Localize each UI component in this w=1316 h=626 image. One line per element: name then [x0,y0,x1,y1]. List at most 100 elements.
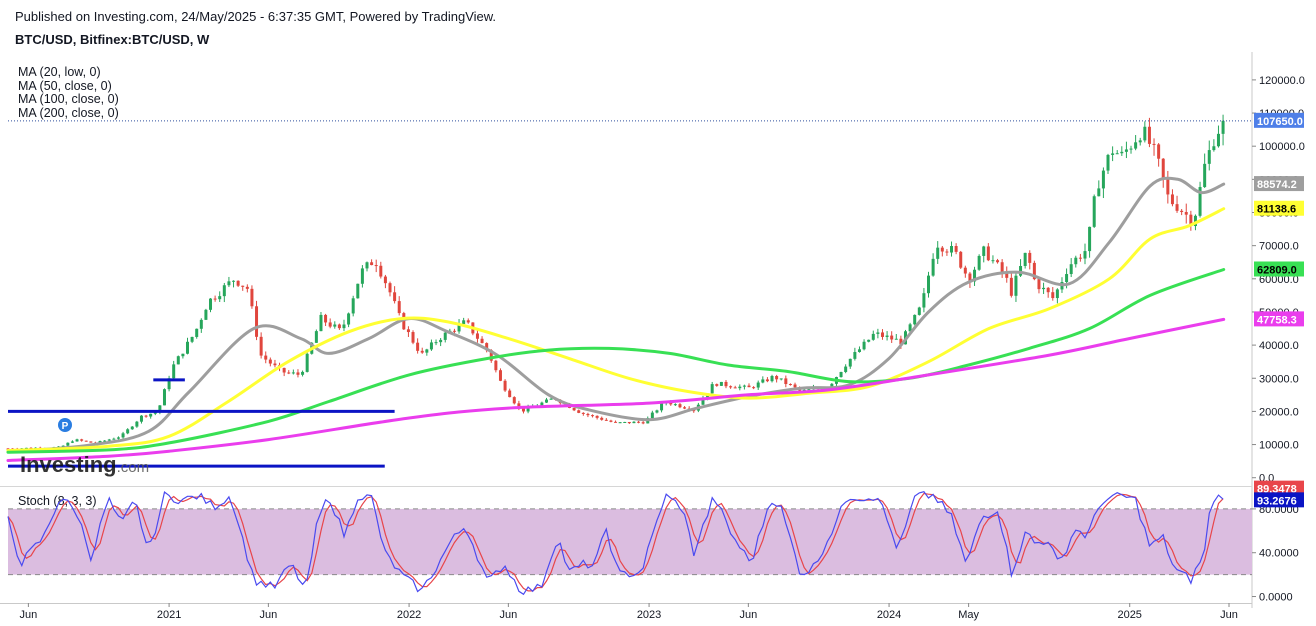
candle-body [1101,170,1105,189]
candle-body [581,412,585,414]
candle-body [342,324,346,329]
candle-body [1005,272,1009,278]
candle-body [526,406,530,412]
candle-body [1180,210,1184,213]
candle-body [1000,262,1004,273]
candle-body [1088,226,1092,252]
candle-body [176,356,180,365]
candle-body [360,268,364,284]
candle-body [259,336,263,356]
candle-body [24,447,28,449]
candle-body [121,433,125,438]
candle-body [844,366,848,372]
candle-body [393,292,397,302]
candle-body [1166,178,1170,195]
symbol-title: BTC/USD, Bitfinex:BTC/USD, W [15,32,210,47]
candle-body [1078,257,1082,259]
candle-body [264,355,268,360]
candle-body [337,324,341,329]
candle-body [475,333,479,339]
price-tick-label: 30000.0 [1259,373,1299,385]
price-tick-label: 40000.0 [1259,340,1299,352]
candle-body [61,445,65,447]
candle-body [1074,257,1078,265]
candle-body [973,269,977,282]
candle-body [669,402,673,405]
candle-body [1120,151,1124,154]
candle-body [623,421,627,423]
candle-body [871,333,875,340]
candle-body [379,265,383,277]
candle-body [1009,277,1013,296]
time-tick-label: 2021 [157,609,181,621]
candle-body [425,349,429,353]
candle-body [1115,153,1119,155]
candle-body [333,324,337,327]
candle-body [126,429,130,434]
candle-body [913,314,917,325]
candle-body [940,247,944,252]
candle-body [839,371,843,378]
candle-body [959,251,963,268]
candle-body [678,404,682,408]
candle-body [503,380,507,391]
candle-body [715,384,719,386]
candle-body [443,332,447,340]
stoch-title: Stoch (8, 3, 3) [18,494,97,508]
candle-body [908,324,912,332]
candle-body [1051,292,1055,299]
candle-body [397,301,401,314]
candle-body [222,285,226,297]
time-tick-label: 2024 [877,609,901,621]
candle-body [112,438,116,440]
candle-body [793,384,797,388]
candle-body [756,382,760,388]
candle-body [807,389,811,391]
candle-body [614,421,618,423]
candle-body [618,422,622,424]
candle-body [927,275,931,294]
time-tick-label: 2025 [1117,609,1141,621]
candle-body [890,335,894,340]
candle-body [130,426,134,430]
candle-body [356,283,360,299]
candle-body [218,296,222,300]
candle-body [98,441,102,444]
candle-body [319,314,323,332]
candle-body [209,298,213,310]
marker-badge: P [62,421,69,432]
candle-body [466,320,470,323]
candle-body [167,378,171,390]
stoch-tick-label: 40.0000 [1259,548,1299,560]
candle-body [144,415,148,417]
price-tick-label: 100000.0 [1259,141,1305,153]
candle-body [595,415,599,418]
candle-body [1111,153,1115,155]
candle-body [1189,214,1193,227]
candle-body [204,309,208,320]
candle-body [1170,194,1174,205]
candle-body [75,439,79,442]
candle-body [370,262,374,266]
candle-body [1216,133,1220,147]
candle-body [462,320,466,325]
stoch-pane [7,490,1252,596]
candle-body [719,381,723,386]
candle-body [457,324,461,332]
candle-body [1221,120,1225,134]
candle-body [779,378,783,380]
candle-body [899,338,903,345]
time-tick-label: Jun [739,609,757,621]
candle-body [250,288,254,307]
candle-body [660,403,664,411]
price-tick-label: 20000.0 [1259,406,1299,418]
ma-line-20 [6,176,1226,454]
candle-body [195,328,199,337]
candle-body [1065,274,1069,283]
candle-body [765,379,769,382]
candle-body [480,338,484,344]
stoch-band [8,508,1252,575]
candle-body [733,387,737,389]
candle-body [282,367,286,373]
